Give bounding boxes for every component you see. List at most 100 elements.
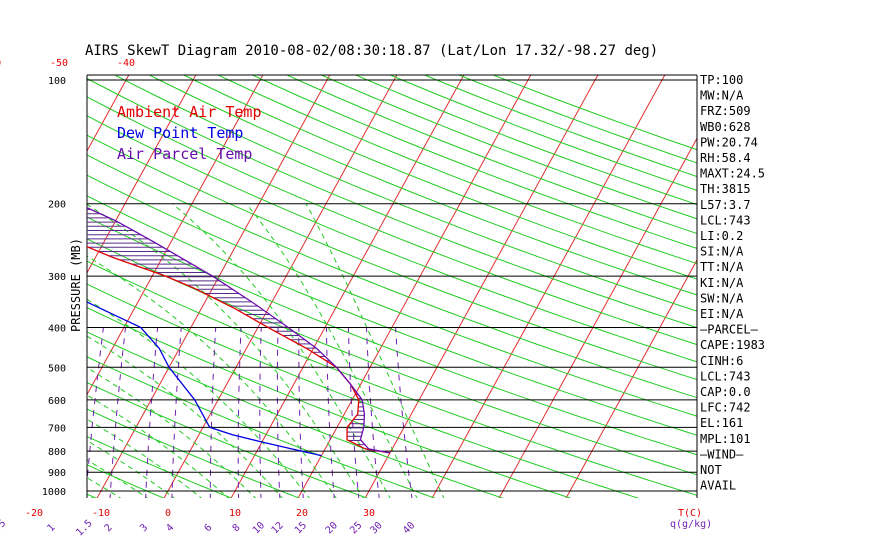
moist-adiabat bbox=[87, 367, 257, 498]
pressure-tick-label: 100 bbox=[48, 76, 66, 87]
moist-adiabat bbox=[87, 203, 364, 498]
isotherm-line bbox=[431, 75, 666, 498]
sounding-profiles bbox=[87, 207, 391, 457]
isotherm-line bbox=[87, 75, 197, 274]
mixing-ratio-tick-label: 30 bbox=[368, 520, 384, 536]
index-label: CAPE:1983 bbox=[700, 338, 765, 352]
dry-adiabat bbox=[87, 464, 165, 498]
dry-adiabat bbox=[87, 307, 572, 498]
temp-profile-line bbox=[87, 245, 391, 454]
mixing-ratio-unit: q(g/kg) bbox=[670, 519, 712, 530]
dry-adiabat bbox=[457, 75, 697, 164]
bottom-temp-tick-label: 30 bbox=[363, 508, 375, 519]
index-label: CINH:6 bbox=[700, 354, 743, 368]
isotherm-line bbox=[87, 75, 264, 396]
index-label: LCL:743 bbox=[700, 213, 751, 227]
pressure-tick-label: 200 bbox=[48, 200, 66, 211]
legend-entry: Dew Point Temp bbox=[117, 124, 243, 142]
index-label: SW:N/A bbox=[700, 291, 744, 305]
dry-adiabat bbox=[182, 75, 697, 280]
legend: Ambient Air Temp Dew Point Temp Air Parcel… bbox=[117, 103, 262, 163]
index-label: NOT bbox=[700, 463, 722, 477]
mixing-ratio-tick-label: 3 bbox=[138, 522, 150, 534]
mixing-ratio-tick-label: 6 bbox=[203, 522, 215, 534]
isobars bbox=[86, 74, 698, 498]
mixing-ratio-tick-label: 1.5 bbox=[74, 518, 95, 539]
mixing-ratio-tick-label: 1 bbox=[45, 522, 57, 534]
top-temp-tick-label: -50 bbox=[50, 58, 68, 69]
mixing-ratio-tick-label: 4 bbox=[164, 522, 176, 534]
parcel-profile-line bbox=[87, 207, 391, 454]
index-label: LCL:743 bbox=[700, 369, 751, 383]
mixing-ratio-line bbox=[0, 327, 25, 499]
pressure-tick-label: 900 bbox=[48, 468, 66, 479]
legend-entry: Air Parcel Temp bbox=[117, 145, 252, 163]
index-label: AVAIL bbox=[700, 479, 736, 493]
dry-adiabat bbox=[148, 75, 697, 296]
mixing-ratio-line bbox=[259, 327, 262, 498]
moist-adiabat bbox=[87, 255, 337, 498]
dry-adiabat bbox=[87, 260, 697, 496]
mixing-ratio-tick-label: 8 bbox=[231, 522, 243, 534]
dry-adiabat bbox=[285, 75, 697, 235]
dry-adiabat bbox=[87, 356, 436, 498]
isotherm-line bbox=[364, 75, 599, 498]
moist-adiabat bbox=[87, 418, 203, 498]
mixing-ratio-line bbox=[276, 327, 281, 498]
dry-adiabat bbox=[113, 75, 697, 312]
mixing-ratio-line bbox=[109, 327, 126, 498]
dry-adiabat bbox=[320, 75, 697, 220]
dry-adiabat bbox=[87, 96, 697, 346]
y-axis-label: PRESSURE (MB) bbox=[69, 238, 83, 332]
index-label: TP:100 bbox=[700, 73, 743, 87]
isotherm-line bbox=[87, 75, 130, 153]
moist-adiabat bbox=[245, 203, 418, 498]
isotherm-line bbox=[565, 259, 697, 498]
mixing-ratio-tick-label: 2 bbox=[103, 522, 115, 534]
legend-entry: Ambient Air Temp bbox=[117, 103, 262, 121]
index-label: —WIND— bbox=[700, 447, 744, 461]
index-label: TT:N/A bbox=[700, 260, 744, 274]
isotherm-line bbox=[0, 61, 2, 500]
dry-adiabat bbox=[217, 75, 697, 265]
bottom-temp-tick-label: 0 bbox=[165, 508, 171, 519]
index-label: WB0:628 bbox=[700, 120, 751, 134]
pressure-tick-label: 500 bbox=[48, 363, 66, 374]
bottom-temp-tick-label: 10 bbox=[229, 508, 241, 519]
pressure-tick-label: 400 bbox=[48, 323, 66, 334]
isotherm-line bbox=[297, 75, 532, 498]
index-label: L57:3.7 bbox=[700, 198, 751, 212]
mixing-ratio-tick-label: 12 bbox=[270, 520, 286, 536]
index-label: SI:N/A bbox=[700, 245, 744, 259]
index-label: LFC:742 bbox=[700, 401, 751, 415]
dry-adiabat bbox=[0, 61, 32, 500]
moist-adiabat bbox=[87, 394, 230, 498]
top-temp-tick-label: -60 bbox=[0, 58, 1, 69]
moist-adiabat bbox=[171, 203, 391, 498]
mixing-ratio-tick-label: 40 bbox=[401, 520, 417, 536]
index-label: MPL:101 bbox=[700, 432, 751, 446]
dry-adiabat bbox=[388, 75, 697, 191]
mixing-ratio-tick-label: 25 bbox=[348, 520, 364, 536]
dry-adiabat bbox=[87, 408, 301, 498]
pressure-tick-label: 600 bbox=[48, 396, 66, 407]
dry-adiabat bbox=[87, 382, 369, 498]
pressure-tick-label: 800 bbox=[48, 447, 66, 458]
index-label: TH:3815 bbox=[700, 182, 751, 196]
pressure-tick-label: 300 bbox=[48, 272, 66, 283]
dry-adiabat bbox=[354, 75, 697, 206]
bottom-temp-tick-label: 20 bbox=[296, 508, 308, 519]
dry-adiabat bbox=[251, 75, 697, 249]
bottom-temp-tick-label: -10 bbox=[92, 508, 110, 519]
bottom-temp-tick-label: -20 bbox=[25, 508, 43, 519]
index-label: EL:161 bbox=[700, 416, 743, 430]
dry-adiabat bbox=[87, 77, 697, 329]
mixing-ratio-tick-label: 15 bbox=[293, 520, 309, 536]
pressure-tick-label: 1000 bbox=[42, 487, 66, 498]
mixing-ratio-line bbox=[395, 327, 413, 498]
index-label: MW:N/A bbox=[700, 89, 744, 103]
top-temp-tick-label: -40 bbox=[117, 58, 135, 69]
dry-adiabat bbox=[87, 331, 504, 498]
